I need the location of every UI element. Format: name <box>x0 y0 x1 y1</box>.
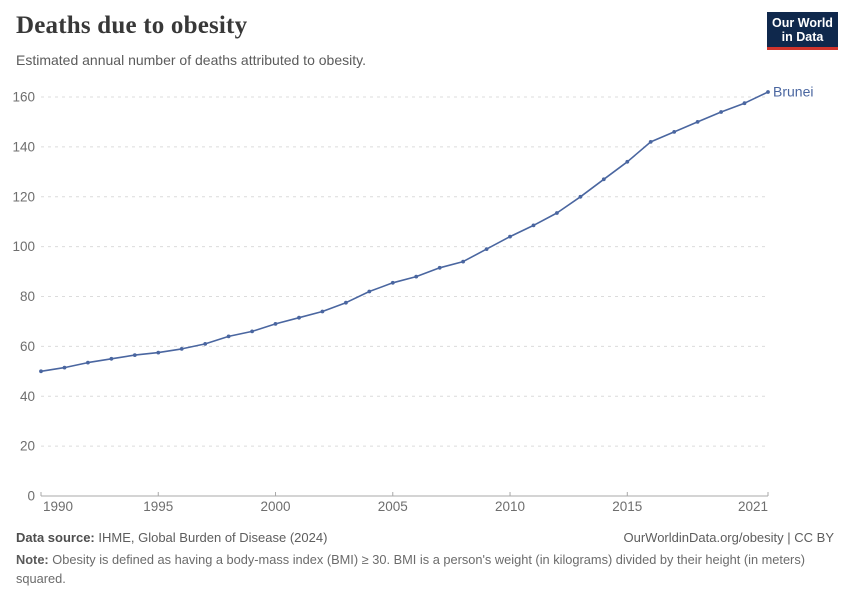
data-point[interactable] <box>555 211 559 215</box>
y-axis-tick-label: 160 <box>12 90 35 105</box>
data-point[interactable] <box>625 159 630 164</box>
owid-license-link[interactable]: OurWorldinData.org/obesity | CC BY <box>623 530 835 545</box>
y-axis-tick-label: 40 <box>20 389 35 404</box>
y-axis-tick-label: 60 <box>20 339 35 354</box>
y-axis-tick-label: 20 <box>20 439 35 454</box>
data-point[interactable] <box>437 265 442 270</box>
data-point[interactable] <box>601 177 606 182</box>
x-axis-tick-label: 2005 <box>378 499 408 514</box>
note-label: Note: <box>16 552 49 567</box>
data-point[interactable] <box>109 356 114 361</box>
data-point[interactable] <box>226 334 231 339</box>
data-point[interactable] <box>578 194 583 199</box>
data-point[interactable] <box>695 120 700 124</box>
data-point[interactable] <box>742 101 747 106</box>
data-point[interactable] <box>203 342 208 346</box>
owid-logo-line2: in Data <box>781 29 824 44</box>
x-axis-tick-label: 1995 <box>143 499 173 514</box>
data-point[interactable] <box>86 360 90 365</box>
data-point[interactable] <box>531 223 536 228</box>
data-point[interactable] <box>719 110 723 114</box>
x-axis-tick-label: 1990 <box>43 499 73 514</box>
chart-subtitle: Estimated annual number of deaths attrib… <box>16 52 366 68</box>
data-point[interactable] <box>132 353 137 357</box>
data-point[interactable] <box>250 329 255 334</box>
y-axis-tick-label: 80 <box>20 289 35 304</box>
data-point[interactable] <box>62 365 67 370</box>
data-point[interactable] <box>390 280 395 285</box>
data-point[interactable] <box>367 289 372 294</box>
data-point[interactable] <box>320 309 325 314</box>
data-source-label: Data source: <box>16 530 95 545</box>
x-axis-tick-label: 2000 <box>260 499 290 514</box>
x-axis-tick-label: 2010 <box>495 499 525 514</box>
y-axis-tick-label: 140 <box>12 139 35 154</box>
data-point[interactable] <box>273 322 278 326</box>
y-axis-tick-label: 0 <box>27 489 35 504</box>
data-point[interactable] <box>461 259 465 264</box>
series-label: Brunei <box>773 84 813 100</box>
page-title: Deaths due to obesity <box>16 12 248 39</box>
owid-logo[interactable]: Our World in Data <box>767 12 838 50</box>
x-axis-tick-label: 2015 <box>612 499 642 514</box>
note-text: Obesity is defined as having a body-mass… <box>16 552 805 587</box>
y-axis-tick-label: 100 <box>12 239 35 254</box>
data-point[interactable] <box>766 90 770 94</box>
x-axis-tick-label: 2021 <box>738 499 768 514</box>
data-line[interactable] <box>40 91 769 373</box>
data-point[interactable] <box>672 130 677 134</box>
data-point[interactable] <box>156 350 161 355</box>
data-point[interactable] <box>39 369 43 374</box>
owid-logo-line1: Our World <box>772 15 833 30</box>
y-axis-tick-label: 120 <box>12 189 35 204</box>
data-point[interactable] <box>179 347 184 351</box>
data-point[interactable] <box>484 247 489 252</box>
data-source-value: IHME, Global Burden of Disease (2024) <box>98 530 328 545</box>
data-point[interactable] <box>414 274 419 279</box>
footer-sources-row: Data source: IHME, Global Burden of Dise… <box>16 530 834 545</box>
data-point[interactable] <box>508 234 512 239</box>
footer-note: Note: Obesity is defined as having a bod… <box>16 550 806 588</box>
data-point[interactable] <box>344 300 348 305</box>
data-source-text: Data source: IHME, Global Burden of Dise… <box>16 530 327 545</box>
data-point[interactable] <box>648 140 653 144</box>
data-point[interactable] <box>297 315 301 320</box>
